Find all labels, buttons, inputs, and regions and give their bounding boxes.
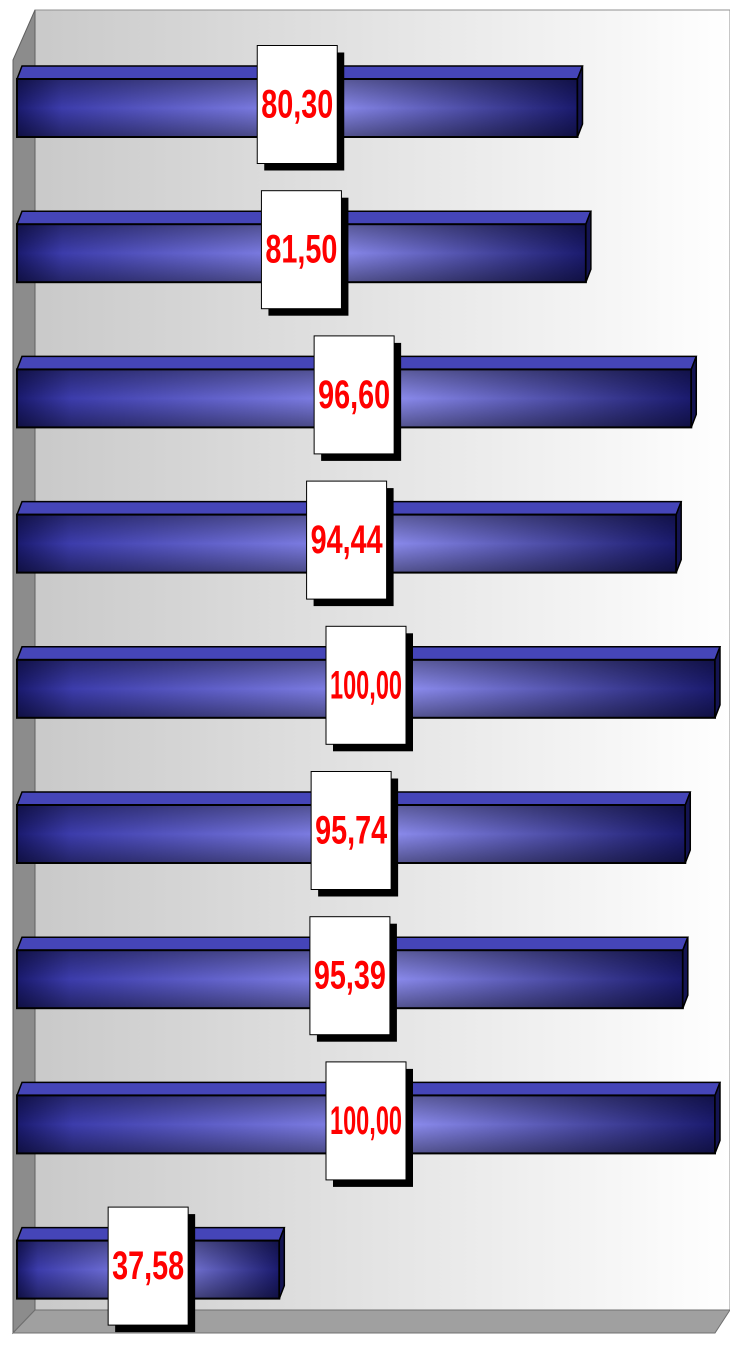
bar-end-face <box>585 210 592 283</box>
bar-group: 95,74 <box>15 771 692 897</box>
data-label-box <box>325 1061 407 1181</box>
data-label: 100,00 <box>330 1099 402 1143</box>
data-label-box <box>310 771 392 890</box>
bar-end-face <box>714 646 721 719</box>
bars-layer: 80,30 81,50 96,60 94,44 100,00 95,74 95,39 100,… <box>15 45 722 1333</box>
data-label: 94,44 <box>311 518 384 562</box>
data-label-box <box>256 45 338 164</box>
data-label: 81,50 <box>265 228 337 272</box>
bar-end-face <box>675 501 682 573</box>
bar-end-face <box>690 356 698 428</box>
bar-group: 95,39 <box>15 916 689 1042</box>
data-label-box <box>306 480 388 600</box>
bar-group: 81,50 <box>15 190 592 316</box>
data-label: 37,58 <box>112 1244 184 1288</box>
bar-end-face <box>684 791 692 864</box>
data-label: 95,74 <box>315 809 388 853</box>
bar-group: 100,00 <box>15 1061 722 1187</box>
data-label-box <box>260 190 342 310</box>
bar-end-face <box>682 936 689 1009</box>
bar-end-face <box>714 1082 721 1154</box>
data-label-box <box>325 625 407 745</box>
bar-group: 96,60 <box>15 335 698 461</box>
bar-group: 80,30 <box>15 45 584 171</box>
data-label: 95,39 <box>314 954 386 998</box>
data-label-box <box>107 1206 189 1326</box>
bar-group: 37,58 <box>15 1206 286 1333</box>
data-label: 96,60 <box>318 373 390 417</box>
bar-group: 100,00 <box>15 625 722 752</box>
data-label-box <box>309 916 391 1036</box>
bar-end-face <box>278 1227 286 1299</box>
data-label: 80,30 <box>261 83 333 127</box>
data-label: 100,00 <box>330 663 402 707</box>
bar-group: 94,44 <box>15 480 683 607</box>
data-label-box <box>313 335 395 455</box>
bar-end-face <box>576 65 584 138</box>
